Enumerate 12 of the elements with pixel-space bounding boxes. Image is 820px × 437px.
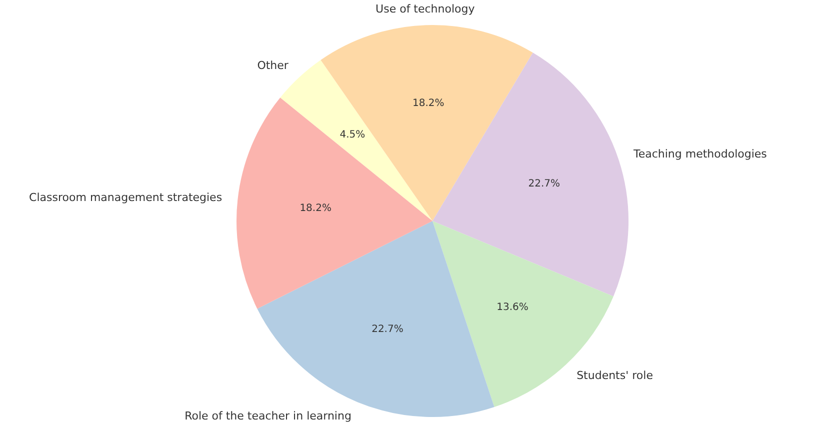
data-label: 18.2%: [412, 98, 444, 110]
data-label: 18.2%: [300, 202, 332, 214]
data-label: 13.6%: [496, 302, 528, 313]
slice-label: Other: [257, 58, 289, 72]
data-label: 22.7%: [528, 178, 560, 190]
slice-label: Students' role: [576, 368, 654, 382]
slice-label: Role of the teacher in learning: [184, 409, 352, 422]
data-label: 4.5%: [340, 129, 366, 140]
data-label: 22.7%: [372, 324, 404, 336]
slice-label: Use of technology: [376, 2, 476, 16]
slice-label: Classroom management strategies: [29, 190, 222, 204]
slice-label: Teaching methodologies: [632, 147, 768, 160]
